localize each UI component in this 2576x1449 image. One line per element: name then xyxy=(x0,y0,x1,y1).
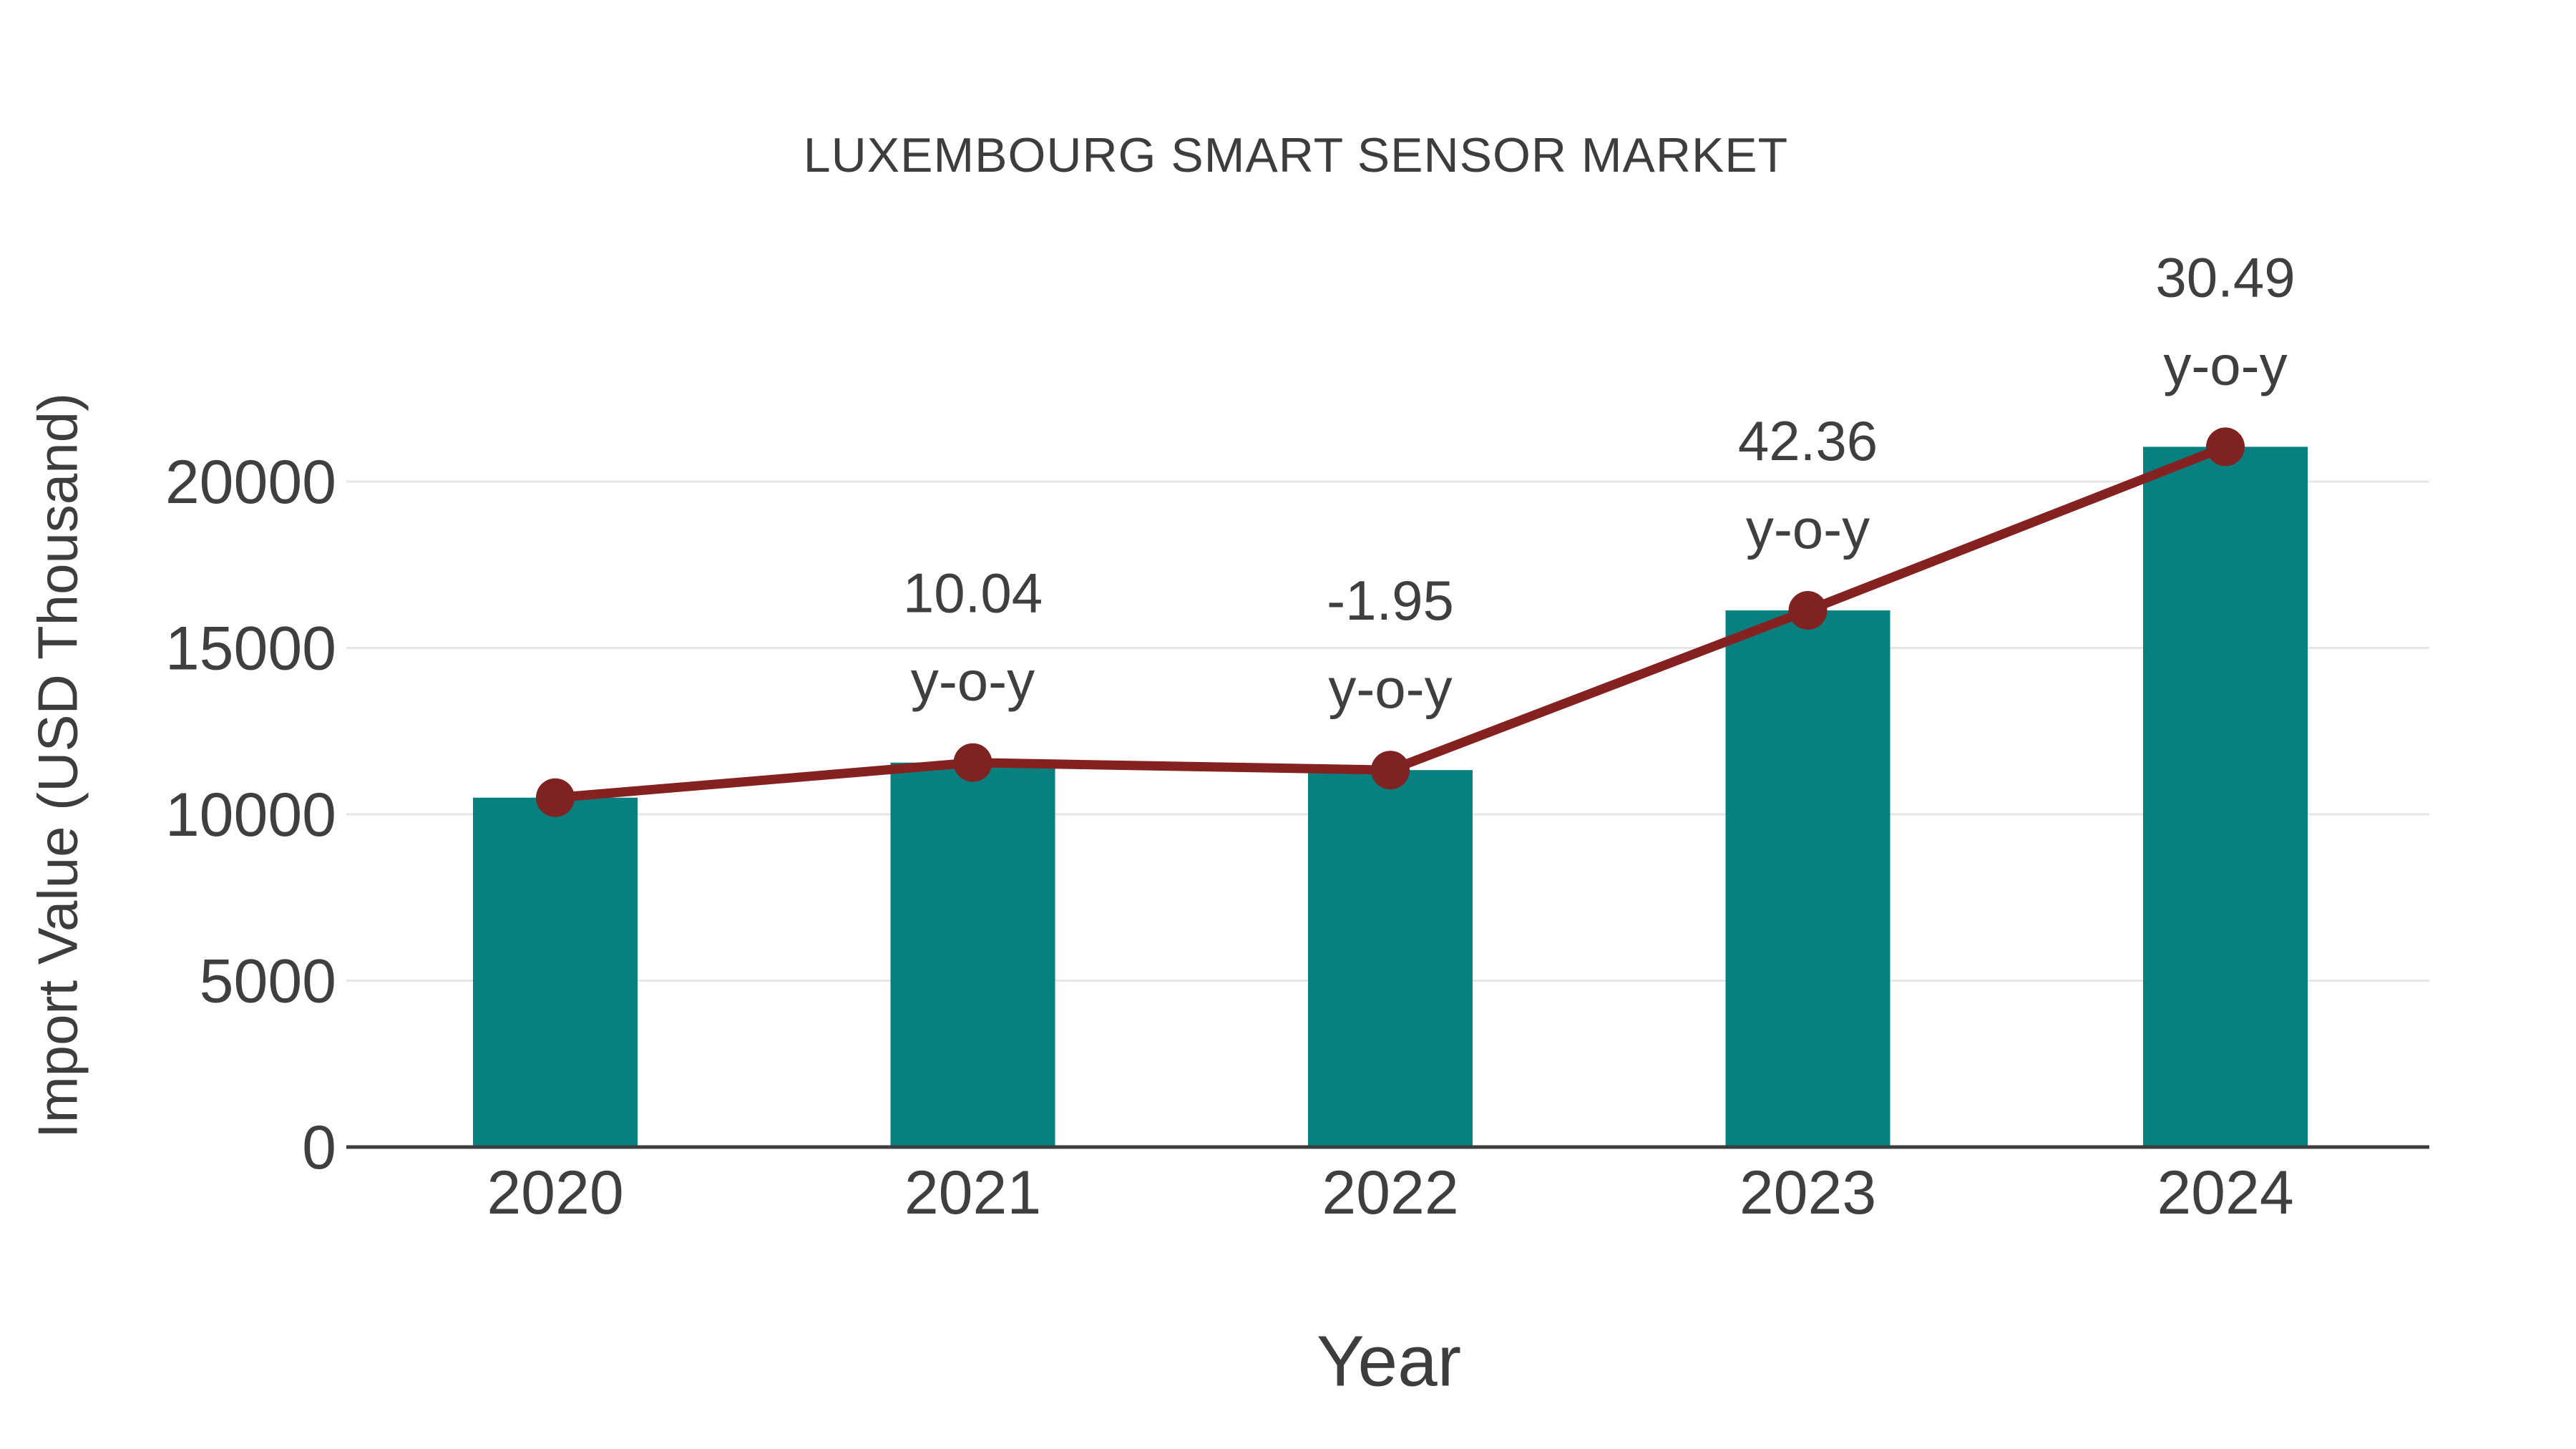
trend-marker-2023 xyxy=(1788,591,1828,630)
annotation-2021-value: 10.04 xyxy=(903,562,1043,625)
chart-title: LUXEMBOURG SMART SENSOR MARKET xyxy=(803,128,1789,182)
y-tick-label-5000: 5000 xyxy=(200,947,336,1016)
x-tick-label-2024: 2024 xyxy=(2157,1158,2293,1227)
bar-2022 xyxy=(1308,770,1473,1147)
trend-marker-2021 xyxy=(953,743,992,782)
trend-marker-2022 xyxy=(1371,751,1410,790)
x-tick-label-2020: 2020 xyxy=(487,1158,623,1227)
x-axis-title: Year xyxy=(1316,1321,1462,1402)
bar-2020 xyxy=(473,797,638,1147)
x-tick-label-2021: 2021 xyxy=(904,1158,1041,1227)
y-tick-label-15000: 15000 xyxy=(165,615,336,683)
trend-marker-2024 xyxy=(2206,427,2245,467)
annotation-2022-label: y-o-y xyxy=(1328,657,1452,720)
annotation-2024-label: y-o-y xyxy=(2163,333,2287,396)
y-tick-label-20000: 20000 xyxy=(165,448,336,517)
bar-2021 xyxy=(890,762,1055,1147)
x-tick-label-2022: 2022 xyxy=(1322,1158,1458,1227)
y-tick-label-0: 0 xyxy=(302,1113,336,1182)
trend-marker-2020 xyxy=(536,778,575,817)
bar-2024 xyxy=(2143,447,2308,1147)
annotation-2021-label: y-o-y xyxy=(911,650,1035,713)
annotation-2023-label: y-o-y xyxy=(1746,497,1870,560)
x-tick-label-2023: 2023 xyxy=(1740,1158,1876,1227)
bar-2023 xyxy=(1725,610,1890,1147)
annotation-2024-value: 30.49 xyxy=(2155,245,2295,308)
annotation-2023-value: 42.36 xyxy=(1738,409,1878,472)
annotation-2022-value: -1.95 xyxy=(1327,569,1454,632)
y-tick-label-10000: 10000 xyxy=(165,781,336,849)
